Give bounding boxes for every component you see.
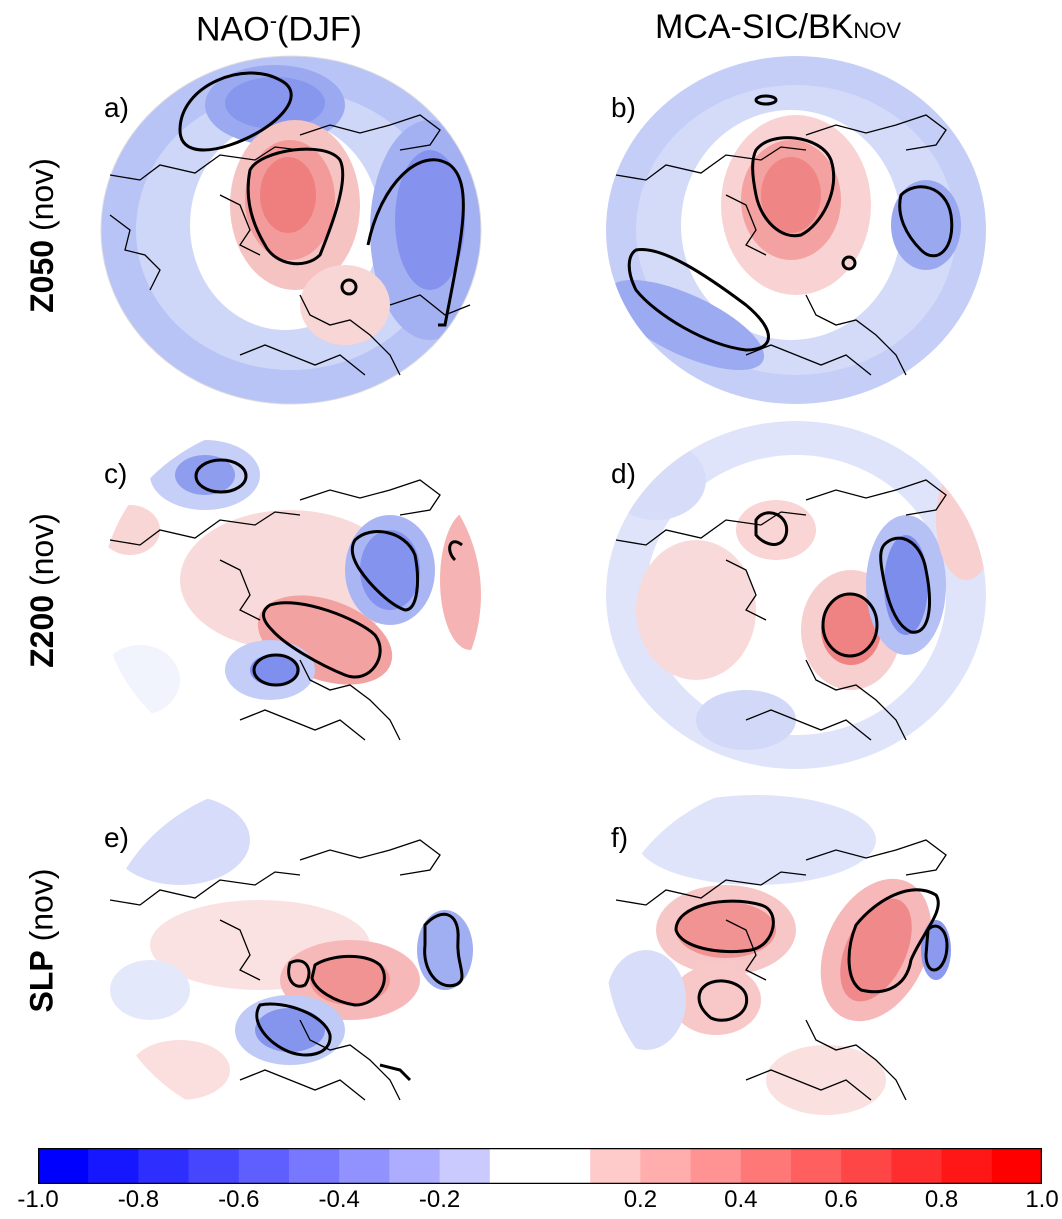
colorbar-segment [540,1148,591,1184]
colorbar-segment [991,1148,1042,1184]
colorbar-tick-label: 1.0 [1025,1186,1059,1213]
map-panel-e [101,781,481,1129]
colorbar-segment [791,1148,842,1184]
colorbar-tick-label: -0.2 [418,1186,461,1213]
colorbar-segment [88,1148,139,1184]
colorbar-segment [439,1148,491,1184]
colorbar-segment [289,1148,340,1184]
colorbar-segment [339,1148,390,1184]
panel-label-a: a) [104,92,129,123]
colorbar-segment [188,1148,240,1184]
colorbar-segment [38,1148,89,1184]
colorbar-tick-label: -1.0 [17,1186,59,1213]
colorbar-segment [891,1148,943,1184]
colorbar-tick-label: -0.8 [117,1186,160,1213]
colorbar-segment [740,1148,792,1184]
colorbar-tick-label: 0.2 [623,1186,658,1213]
row-label-z050: Z050 (nov) [23,157,60,313]
row-label-z200: Z200 (nov) [23,512,60,668]
colorbar-segment [941,1148,993,1184]
colorbar-tick-label: -0.6 [218,1186,260,1213]
colorbar-tick-label: 0.8 [924,1186,959,1213]
colorbar-border [38,1148,1042,1184]
column-title-nao: NAO-(DJF) [196,8,362,49]
colorbar-segment [138,1148,190,1184]
map-panel-d [606,421,986,769]
colorbar-tick-label: 0.4 [724,1186,758,1213]
panel-label-b: b) [611,92,636,123]
colorbar-segment [690,1148,742,1184]
colorbar-segment [489,1148,541,1184]
map-panel-f [606,781,986,1129]
panel-label-e: e) [104,822,129,853]
map-panel-b [606,56,986,404]
map-panel-a [100,55,482,405]
column-title-mca: MCA-SIC/BKNOV [655,8,902,46]
colorbar-segment [841,1148,892,1184]
colorbar-segment [590,1148,641,1184]
colorbar-segment [389,1148,441,1184]
colorbar [38,1148,1042,1184]
panel-label-c: c) [104,458,128,489]
panel-label-f: f) [611,822,629,853]
colorbar-segment [640,1148,692,1184]
colorbar-segment [238,1148,290,1184]
row-label-slp: SLP (nov) [23,867,60,1013]
colorbar-tick-label: -0.4 [318,1186,360,1213]
map-panel-c [101,421,481,769]
colorbar-tick-label: 0.6 [824,1186,858,1213]
panel-label-d: d) [611,458,636,489]
